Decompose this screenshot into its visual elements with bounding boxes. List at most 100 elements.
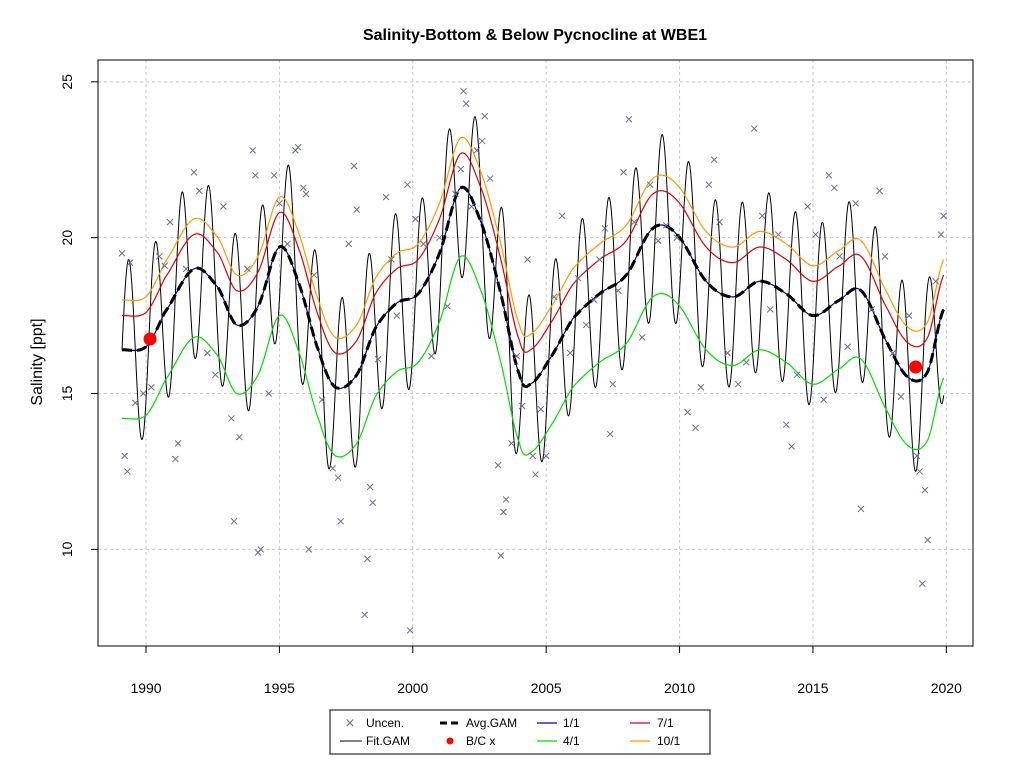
uncensored-point <box>724 349 731 357</box>
uncensored-point <box>889 349 897 357</box>
uncensored-point <box>436 234 443 242</box>
uncensored-point <box>913 452 921 460</box>
uncensored-point <box>412 215 419 223</box>
uncensored-point <box>542 452 550 460</box>
bc-point <box>909 360 923 374</box>
uncensored-point <box>486 175 494 182</box>
uncensored-point <box>361 611 369 619</box>
uncensored-point <box>457 165 465 173</box>
y-axis: 10 15 20 25 <box>59 74 98 557</box>
uncensored-point <box>257 546 265 553</box>
uncensored-point <box>508 440 515 447</box>
uncensored-point <box>601 224 609 232</box>
uncensored-point <box>265 390 273 397</box>
uncensored-point <box>139 390 147 397</box>
uncensored-point <box>174 440 182 447</box>
legend-7-1-label: 7/1 <box>657 716 674 730</box>
uncensored-point <box>529 452 537 460</box>
uncensored-point <box>932 277 940 285</box>
uncensored-point <box>252 171 259 179</box>
uncensored-point <box>673 234 681 242</box>
uncensored-point <box>868 306 875 313</box>
uncensored-point <box>452 190 459 198</box>
uncensored-point <box>196 187 203 195</box>
uncensored-point <box>374 355 382 363</box>
uncensored-point <box>558 212 566 220</box>
grid <box>98 60 973 646</box>
uncensored-point <box>705 181 713 189</box>
uncensored-point <box>537 405 545 413</box>
uncensored-point <box>662 221 670 229</box>
x-tick-label: 2015 <box>797 680 828 696</box>
uncensored-point <box>625 115 633 123</box>
uncensored-point <box>804 203 811 210</box>
legend-10-1-label: 10/1 <box>657 734 681 748</box>
uncensored-point <box>182 265 190 273</box>
legend: × Uncen. Avg.GAM 1/1 7/1 Fit.GAM B/C x 4… <box>329 709 711 755</box>
uncensored-point <box>481 112 489 120</box>
uncensored-point <box>337 517 345 525</box>
x-tick-label: 2005 <box>531 680 562 696</box>
series-4-1-line <box>121 255 945 458</box>
x-tick-label: 2010 <box>664 680 695 696</box>
uncensored-point <box>857 505 865 513</box>
uncensored-point <box>905 312 913 319</box>
uncensored-point <box>118 249 126 257</box>
uncensored-point <box>284 240 291 248</box>
uncensored-point <box>270 171 278 179</box>
chart-title: Salinity-Bottom & Below Pycnocline at WB… <box>363 27 707 44</box>
uncensored-point <box>382 193 390 201</box>
uncensored-point <box>318 396 326 404</box>
uncensored-point <box>742 358 750 366</box>
legend-bc-label: B/C x <box>466 734 495 748</box>
uncensored-point <box>734 380 742 388</box>
uncensored-point <box>766 306 774 313</box>
uncensored-point <box>609 380 617 388</box>
series-layer <box>121 116 946 473</box>
series-10-1-line <box>122 136 945 340</box>
x-tick-label: 2020 <box>931 680 962 696</box>
uncensored-point <box>582 321 590 329</box>
legend-avg-gam-label: Avg.GAM <box>466 716 517 730</box>
x-tick-label: 2000 <box>397 680 428 696</box>
uncensored-point <box>473 147 481 154</box>
uncensored-point <box>852 200 859 207</box>
uncensored-point <box>353 206 361 213</box>
uncensored-point <box>393 312 401 319</box>
uncensored-point <box>513 352 521 360</box>
legend-1-1-label: 1/1 <box>563 716 580 730</box>
uncensored-point <box>836 253 843 260</box>
uncensored-point <box>329 464 337 472</box>
y-tick-label: 25 <box>59 74 75 90</box>
uncensored-point <box>302 190 310 198</box>
series-1-1-line <box>122 186 945 389</box>
fit-gam-line <box>121 116 945 473</box>
uncensored-point <box>638 334 646 341</box>
uncensored-point <box>244 265 251 273</box>
uncensored-point <box>366 483 374 491</box>
points-layer <box>118 87 948 634</box>
uncensored-point <box>924 536 932 544</box>
uncensored-point <box>916 468 923 475</box>
uncensored-point <box>161 262 169 270</box>
uncensored-point <box>574 274 582 282</box>
uncensored-point <box>692 424 699 432</box>
x-tick-label: 1995 <box>264 680 295 696</box>
uncensored-point <box>305 546 313 553</box>
uncensored-point <box>830 184 838 192</box>
uncensored-point <box>350 162 358 170</box>
uncensored-point <box>532 471 539 478</box>
uncensored-point <box>294 143 302 151</box>
uncensored-point <box>820 396 827 404</box>
uncensored-point <box>566 349 574 357</box>
uncensored-point <box>123 468 131 475</box>
series-7-1-line <box>122 152 945 355</box>
uncensored-point <box>793 371 801 379</box>
uncensored-point <box>620 168 627 176</box>
uncensored-point <box>420 240 427 248</box>
uncensored-point <box>921 486 929 494</box>
y-tick-label: 20 <box>59 230 75 246</box>
uncensored-point <box>697 383 705 391</box>
uncensored-point <box>388 256 395 263</box>
x-axis: 1990 1995 2000 2005 2010 2015 2020 <box>130 646 962 696</box>
